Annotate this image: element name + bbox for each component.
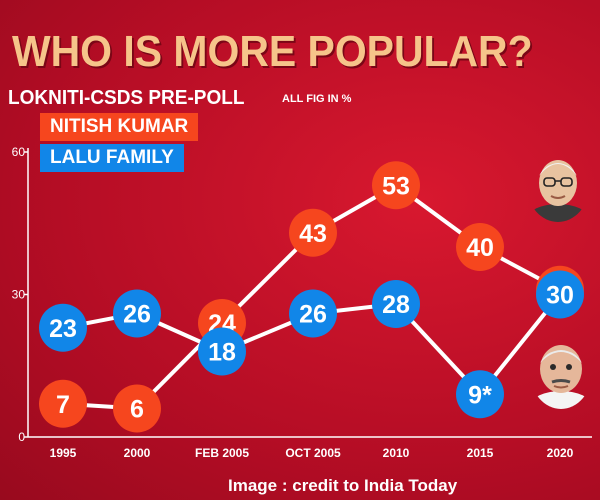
data-label: 28 xyxy=(382,291,410,319)
data-label: 53 xyxy=(382,172,410,200)
x-tick-label: 2020 xyxy=(547,446,574,460)
data-label: 43 xyxy=(299,220,327,248)
data-point-marker xyxy=(456,223,504,271)
data-label: 9* xyxy=(468,381,492,409)
data-label: 30 xyxy=(546,282,574,310)
x-tick-label: 1995 xyxy=(50,446,77,460)
data-point-marker xyxy=(198,327,246,376)
x-tick-label: OCT 2005 xyxy=(285,446,341,460)
unit-note: ALL FIG IN % xyxy=(282,93,352,105)
lalu-portrait-icon xyxy=(531,345,591,409)
data-point-marker xyxy=(113,384,161,433)
data-label: 40 xyxy=(466,234,494,262)
data-label: 26 xyxy=(123,301,151,329)
data-point-marker xyxy=(39,379,87,428)
x-tick-label: 2015 xyxy=(467,446,494,460)
data-label: 6 xyxy=(130,396,144,424)
legend-nitish-kumar: NITISH KUMAR xyxy=(40,113,199,141)
data-point-marker xyxy=(372,161,420,210)
data-point-marker xyxy=(39,303,87,352)
data-label: 18 xyxy=(208,339,236,367)
x-tick-label: 2010 xyxy=(383,446,410,460)
nitish-kumar-portrait-icon xyxy=(528,160,588,222)
data-label: 23 xyxy=(49,315,77,343)
y-tick-label: 60 xyxy=(12,145,26,159)
y-tick-label: 0 xyxy=(18,430,25,444)
data-point-marker xyxy=(536,270,584,319)
x-tick-label: FEB 2005 xyxy=(195,446,249,460)
chart-subtitle: LOKNITI-CSDS PRE-POLL xyxy=(8,87,245,109)
data-point-marker xyxy=(456,370,504,419)
image-credit: Image : credit to India Today xyxy=(228,476,458,495)
data-label: 7 xyxy=(56,391,70,419)
x-tick-label: 2000 xyxy=(124,446,151,460)
data-point-marker xyxy=(113,289,161,338)
data-point-marker xyxy=(372,280,420,328)
y-tick-label: 30 xyxy=(12,288,26,302)
page-title: WHO IS MORE POPULAR? xyxy=(12,27,533,76)
data-point-marker xyxy=(289,208,337,257)
legend-lalu-family: LALU FAMILY xyxy=(40,144,184,172)
data-label: 26 xyxy=(299,301,327,329)
data-point-marker xyxy=(289,289,337,338)
